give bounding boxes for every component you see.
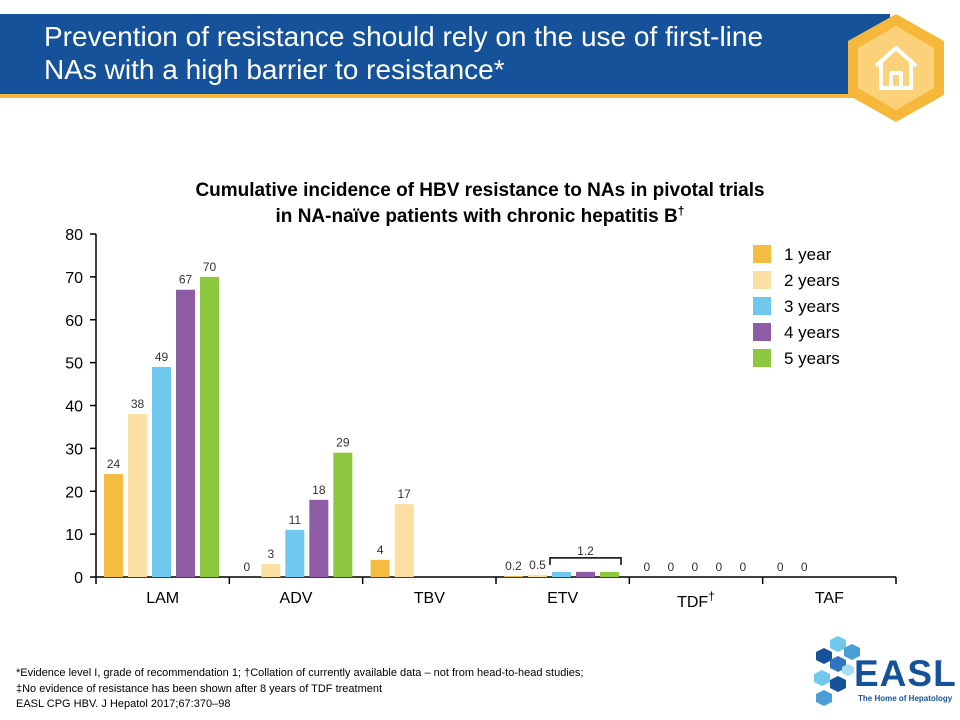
bar [152,366,171,577]
bar [394,504,414,577]
y-axis: 0 10 20 30 40 50 60 70 80 [65,227,97,587]
home-hex-inner [858,26,934,110]
legend-swatch [753,271,771,289]
bar-data-label: 24 [107,457,121,471]
y-tick-label: 60 [65,313,83,330]
bar-data-label: 18 [312,483,326,497]
x-category-dagger: † [708,589,715,603]
easl-logo-tagline: The Home of Hepatology [858,694,953,703]
bar [552,571,571,577]
bar-data-label: 0 [667,560,674,574]
footnote-reference: EASL CPG HBV. J Hepatol 2017;67:370–98 [16,698,231,710]
legend-swatch [753,323,771,341]
legend-swatch [753,349,771,367]
chart-title-line2-text: in NA-naïve patients with chronic hepati… [276,206,678,227]
home-icon [874,46,918,90]
x-category-label: TDF† [677,589,715,611]
legend-label: 2 years [784,271,840,290]
bar-data-label: 4 [377,543,384,557]
bar [528,574,547,577]
footnote-tdf: ‡No evidence of resistance has been show… [16,683,383,695]
chart-title-line1: Cumulative incidence of HBV resistance t… [195,180,764,201]
x-category-text: ETV [547,590,578,607]
x-category-text: TDF [677,594,708,611]
chart-title-dagger: † [678,204,685,218]
title-banner [0,14,890,94]
bar [128,414,147,577]
bar [333,452,353,577]
etv-bracket: 1.2 [549,544,622,565]
y-tick-label: 70 [65,270,83,287]
x-category-text: ADV [280,590,313,607]
y-tick-label: 50 [65,356,83,373]
bar [600,571,619,577]
bracket-label: 1.2 [577,544,594,558]
bar-data-label: 3 [267,547,274,561]
legend-label: 3 years [784,297,840,316]
bar-data-label: 0 [777,560,784,574]
legend-label: 4 years [784,323,840,342]
x-category-label: TBV [414,590,445,607]
bar [370,559,390,577]
bar [309,499,329,577]
bar-data-label: 0.5 [529,558,546,572]
bar-data-label: 0.2 [505,559,522,573]
x-category-text: TBV [414,590,445,607]
slide-header: Prevention of resistance should rely on … [0,0,960,125]
bar-chart: Cumulative incidence of HBV resistance t… [65,180,897,611]
bar [176,289,195,577]
data-labels: 24 38 49 67 70 0 3 11 18 29 4 17 0.2 0.5 0 0 0 0 0 0 0 [107,260,808,574]
home-button[interactable] [844,12,948,124]
easl-logo-text: EASL [854,653,957,694]
easl-logo-graphic [814,636,860,706]
legend-label: 5 years [784,349,840,368]
bar-data-label: 0 [715,560,722,574]
x-category-label: ADV [280,590,313,607]
bar-data-label: 17 [397,487,411,501]
bar [285,529,305,577]
slide-title: Prevention of resistance should rely on … [44,21,764,85]
x-category-label: LAM [146,590,179,607]
bar-data-label: 0 [801,560,808,574]
bar-data-label: 49 [155,350,169,364]
bracket-line [549,557,622,565]
bars [104,276,619,577]
y-tick-label: 10 [65,527,83,544]
bar [504,576,523,577]
legend-label: 1 year [784,245,832,264]
title-banner-accent [0,94,858,98]
x-category-text: TAF [815,590,844,607]
x-category-label: ETV [547,590,578,607]
bar-data-label: 70 [203,260,217,274]
bar-data-label: 67 [179,273,193,287]
bar-data-label: 0 [739,560,746,574]
footnote-evidence: *Evidence level I, grade of recommendati… [16,667,584,679]
legend-swatch [753,245,771,263]
chart-title-line2: in NA-naïve patients with chronic hepati… [276,204,685,227]
y-tick-label: 40 [65,399,83,416]
bar-data-label: 38 [131,397,145,411]
bar-data-label: 29 [336,436,350,450]
easl-logo-trademark: ™ [936,660,942,666]
y-tick-label: 30 [65,441,83,458]
bar-data-label: 11 [289,513,302,527]
bar [104,474,123,577]
y-tick-label: 0 [74,570,83,587]
x-category-label: TAF [815,590,844,607]
hexagon-cluster-icon [814,636,860,706]
bar-data-label: 0 [243,560,250,574]
bar [261,564,281,577]
x-axis: LAM ADV TBV ETV TDF† TAF [95,576,897,611]
bar [576,571,595,577]
legend-swatch [753,297,771,315]
legend: 1 year 2 years 3 years 4 years 5 years [753,245,840,368]
y-tick-label: 80 [65,227,83,244]
y-tick-label: 20 [65,484,83,501]
bar-data-label: 0 [691,560,698,574]
bar-data-label: 0 [643,560,650,574]
bar [200,276,219,577]
x-category-text: LAM [146,590,179,607]
